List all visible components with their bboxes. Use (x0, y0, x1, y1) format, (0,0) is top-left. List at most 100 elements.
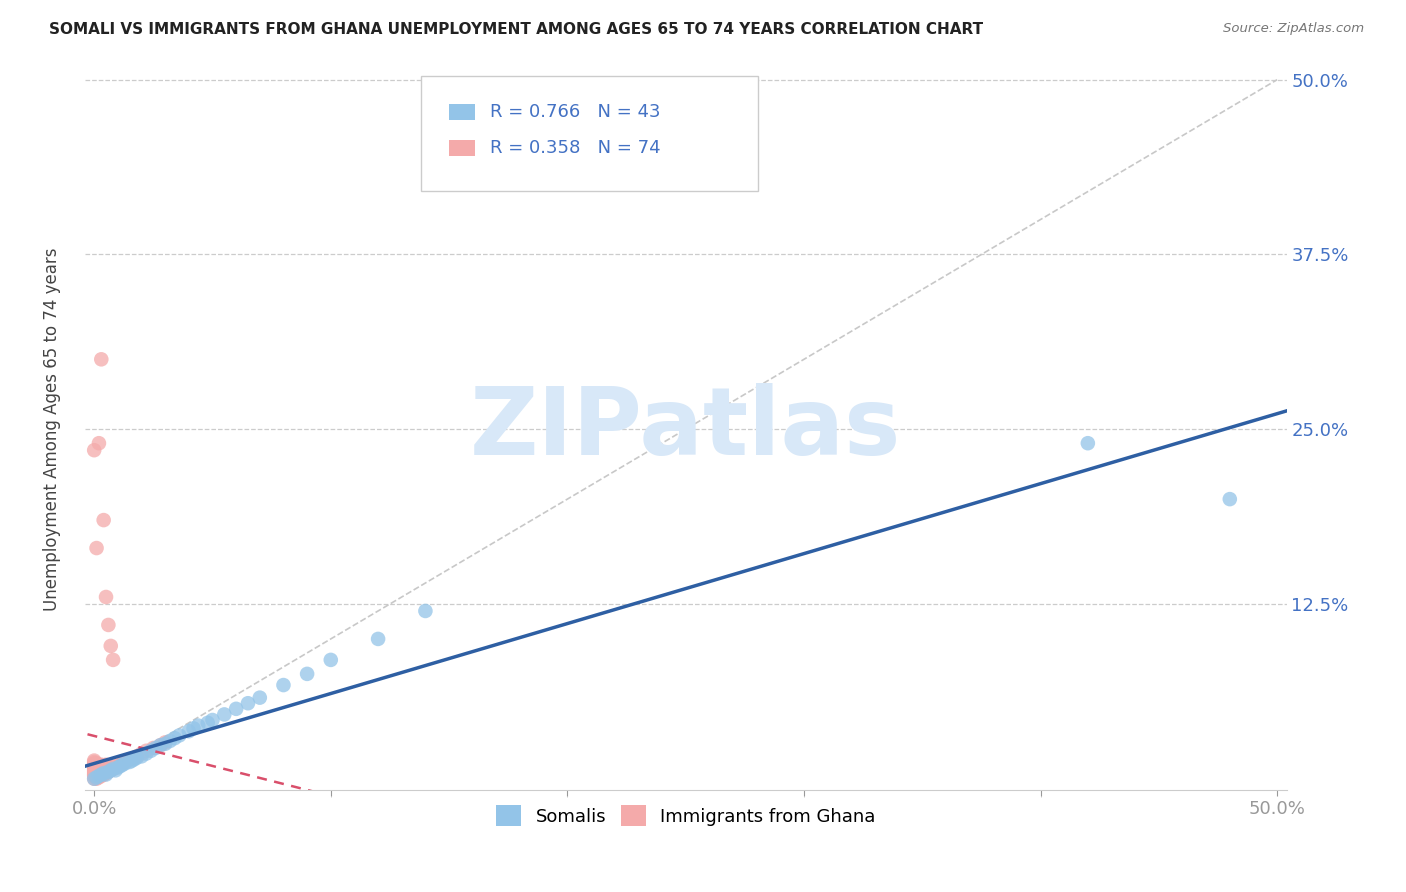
Point (86, 762, 108, 776)
Point (124, 751, 146, 765)
Point (87, 766, 110, 780)
Point (83, 757, 105, 772)
Point (100, 764, 122, 778)
Point (90, 757, 112, 772)
Point (153, 737, 176, 751)
Point (135, 744, 157, 758)
Point (100, 760, 122, 774)
Point (87, 770, 110, 784)
Point (183, 722, 205, 736)
Point (111, 757, 134, 772)
Point (83, 769, 105, 783)
Point (139, 744, 162, 758)
Point (101, 762, 124, 776)
Point (104, 760, 127, 774)
Point (142, 741, 165, 756)
Point (86, 764, 108, 778)
Point (415, 604, 437, 618)
Point (163, 731, 186, 746)
Point (90, 766, 112, 780)
Point (93, 760, 115, 774)
Point (83, 443, 105, 458)
Point (86, 767, 108, 781)
Point (83, 764, 105, 778)
Y-axis label: Unemployment Among Ages 65 to 74 years: Unemployment Among Ages 65 to 74 years (44, 247, 60, 611)
Point (86, 541, 108, 555)
Point (97, 764, 120, 779)
Point (83, 754, 105, 768)
Text: R = 0.766   N = 43: R = 0.766 N = 43 (489, 103, 661, 120)
Point (153, 735, 176, 749)
Point (94, 590, 117, 604)
Point (236, 696, 259, 710)
Point (1077, 436, 1099, 450)
Point (225, 702, 247, 716)
FancyBboxPatch shape (449, 103, 475, 120)
Point (93, 759, 115, 773)
Point (83, 772, 105, 786)
Point (177, 724, 200, 739)
Point (273, 678, 295, 692)
Point (87, 436, 110, 450)
Point (367, 632, 389, 646)
Point (83, 767, 105, 781)
Point (159, 734, 181, 748)
Point (100, 639, 122, 653)
Point (107, 759, 129, 773)
Point (117, 754, 139, 768)
Point (90, 769, 112, 783)
Point (118, 755, 141, 769)
Point (90, 767, 112, 781)
Point (86, 769, 108, 783)
Point (125, 751, 148, 765)
Point (135, 747, 157, 761)
Point (101, 653, 124, 667)
Point (97, 764, 120, 779)
Point (87, 767, 110, 781)
Legend: Somalis, Immigrants from Ghana: Somalis, Immigrants from Ghana (486, 796, 884, 835)
Point (83, 762, 105, 776)
Point (87, 762, 110, 776)
Point (149, 738, 172, 752)
Point (94, 757, 117, 772)
Point (83, 766, 105, 780)
Point (97, 618, 120, 632)
Point (145, 741, 167, 756)
Point (86, 759, 108, 773)
Point (149, 738, 172, 752)
Point (83, 756, 105, 771)
Point (86, 760, 108, 774)
Point (93, 767, 115, 781)
Point (93, 764, 115, 779)
Point (201, 713, 224, 727)
Point (87, 757, 110, 772)
Point (100, 764, 122, 778)
Point (118, 752, 141, 766)
Point (94, 766, 117, 780)
Point (86, 772, 108, 786)
Point (319, 653, 342, 667)
Point (197, 715, 219, 730)
Text: ZIPatlas: ZIPatlas (470, 384, 901, 475)
Point (214, 707, 236, 722)
Point (104, 764, 127, 778)
Point (110, 759, 132, 773)
Point (94, 764, 117, 778)
Point (121, 754, 143, 768)
Point (249, 690, 271, 705)
Point (86, 766, 108, 780)
Point (93, 766, 115, 780)
Point (295, 666, 318, 681)
FancyBboxPatch shape (449, 140, 475, 156)
Point (90, 764, 112, 779)
Point (87, 769, 110, 783)
Point (86, 770, 108, 784)
Point (187, 718, 209, 732)
Point (111, 756, 134, 771)
Point (83, 760, 105, 774)
Point (124, 752, 146, 766)
Point (83, 759, 105, 773)
Text: R = 0.358   N = 74: R = 0.358 N = 74 (489, 139, 661, 157)
Point (93, 513, 115, 527)
Point (169, 728, 191, 742)
